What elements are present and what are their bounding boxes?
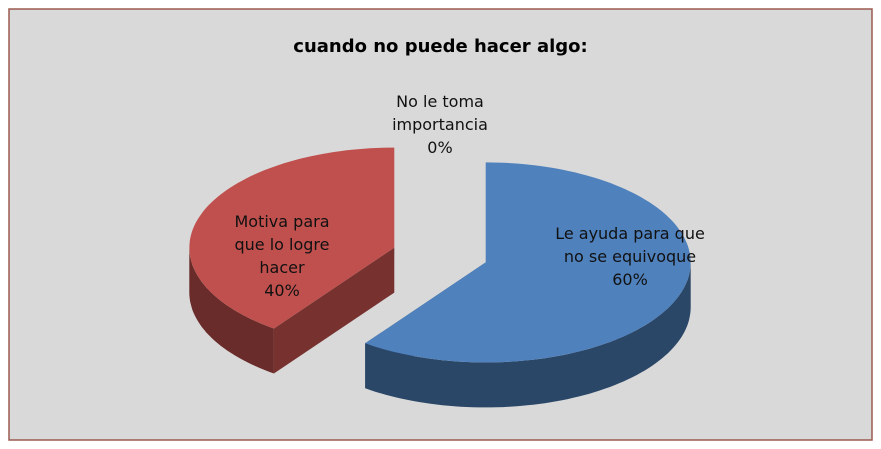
value-label: 60% bbox=[612, 270, 648, 289]
category-label: Motiva para que lo logre hacer bbox=[234, 212, 330, 277]
value-label: 0% bbox=[427, 138, 453, 157]
slice bbox=[365, 162, 691, 363]
data-label: Motiva para que lo logre hacer 40% bbox=[217, 210, 347, 302]
slice-side bbox=[273, 247, 395, 374]
slice-side bbox=[189, 247, 274, 374]
category-label: No le toma importancia bbox=[392, 92, 488, 134]
slice-side bbox=[365, 262, 691, 408]
category-label: Le ayuda para que no se equivoque bbox=[555, 224, 705, 266]
value-label: 40% bbox=[264, 281, 300, 300]
slice bbox=[189, 147, 395, 329]
data-label: No le toma importancia 0% bbox=[370, 90, 510, 159]
data-label: Le ayuda para que no se equivoque 60% bbox=[555, 222, 705, 291]
chart-title: cuando no puede hacer algo: bbox=[293, 36, 588, 57]
